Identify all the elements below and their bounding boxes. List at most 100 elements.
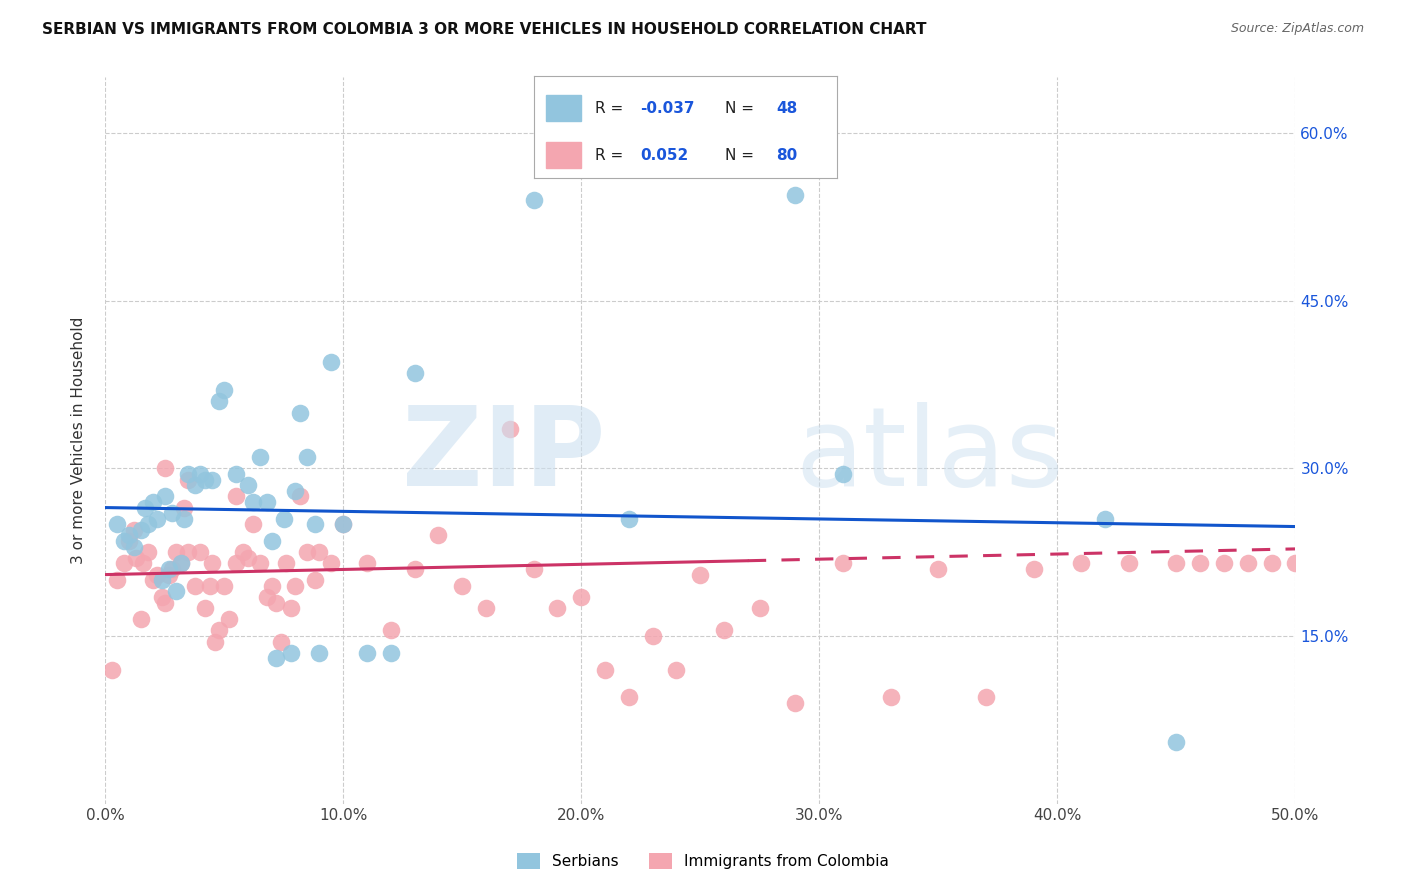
Point bbox=[308, 545, 330, 559]
Point bbox=[266, 595, 288, 609]
Point bbox=[593, 663, 616, 677]
Point bbox=[260, 579, 283, 593]
Point bbox=[832, 467, 855, 481]
Point bbox=[356, 557, 378, 571]
Point bbox=[1094, 512, 1116, 526]
Point bbox=[218, 612, 240, 626]
Text: 0.052: 0.052 bbox=[640, 148, 689, 163]
Point bbox=[142, 495, 165, 509]
Point bbox=[153, 461, 176, 475]
Point bbox=[284, 483, 307, 498]
Point bbox=[170, 557, 193, 571]
Text: SERBIAN VS IMMIGRANTS FROM COLOMBIA 3 OR MORE VEHICLES IN HOUSEHOLD CORRELATION : SERBIAN VS IMMIGRANTS FROM COLOMBIA 3 OR… bbox=[42, 22, 927, 37]
Point bbox=[689, 567, 711, 582]
Point bbox=[201, 557, 224, 571]
Point bbox=[641, 629, 664, 643]
Point bbox=[232, 545, 254, 559]
Point bbox=[546, 601, 568, 615]
Point bbox=[380, 624, 402, 638]
Point bbox=[118, 528, 141, 542]
Point bbox=[270, 634, 292, 648]
Point bbox=[249, 557, 271, 571]
Text: N =: N = bbox=[724, 101, 759, 116]
Point bbox=[188, 467, 211, 481]
Point bbox=[112, 557, 135, 571]
Text: Source: ZipAtlas.com: Source: ZipAtlas.com bbox=[1230, 22, 1364, 36]
Point bbox=[153, 595, 176, 609]
Point bbox=[879, 690, 901, 705]
Point bbox=[136, 545, 159, 559]
Point bbox=[451, 579, 474, 593]
Bar bbox=[547, 95, 581, 121]
Point bbox=[260, 534, 283, 549]
Point bbox=[304, 573, 326, 587]
Point bbox=[125, 550, 148, 565]
Point bbox=[101, 663, 124, 677]
Legend: Serbians, Immigrants from Colombia: Serbians, Immigrants from Colombia bbox=[510, 847, 896, 875]
Point bbox=[1022, 562, 1045, 576]
Point bbox=[132, 557, 155, 571]
Point bbox=[249, 450, 271, 465]
Point bbox=[332, 517, 354, 532]
Point bbox=[150, 590, 173, 604]
Point bbox=[274, 557, 297, 571]
Point bbox=[1166, 557, 1188, 571]
Point bbox=[184, 478, 207, 492]
Point bbox=[122, 540, 145, 554]
Point bbox=[748, 601, 770, 615]
Point bbox=[173, 500, 195, 515]
Point bbox=[105, 573, 128, 587]
Point bbox=[617, 512, 640, 526]
Point bbox=[974, 690, 997, 705]
Point bbox=[380, 646, 402, 660]
Point bbox=[160, 562, 183, 576]
Point bbox=[198, 579, 221, 593]
Point bbox=[225, 467, 247, 481]
Point bbox=[184, 579, 207, 593]
Point bbox=[404, 367, 426, 381]
Point bbox=[170, 557, 193, 571]
Point bbox=[1237, 557, 1260, 571]
Point bbox=[617, 690, 640, 705]
Point bbox=[188, 545, 211, 559]
Point bbox=[112, 534, 135, 549]
Point bbox=[177, 467, 200, 481]
Point bbox=[832, 557, 855, 571]
Point bbox=[332, 517, 354, 532]
Point bbox=[427, 528, 450, 542]
Text: R =: R = bbox=[595, 148, 633, 163]
Text: ZIP: ZIP bbox=[402, 401, 605, 508]
Point bbox=[1260, 557, 1282, 571]
Point bbox=[160, 506, 183, 520]
Point bbox=[242, 517, 264, 532]
Point bbox=[236, 550, 259, 565]
Point bbox=[280, 646, 302, 660]
Point bbox=[194, 601, 217, 615]
Point bbox=[177, 545, 200, 559]
Point bbox=[273, 512, 295, 526]
Point bbox=[785, 187, 807, 202]
Point bbox=[225, 557, 247, 571]
Point bbox=[212, 579, 235, 593]
Point bbox=[1166, 735, 1188, 749]
Point bbox=[297, 545, 319, 559]
Point bbox=[177, 473, 200, 487]
Y-axis label: 3 or more Vehicles in Household: 3 or more Vehicles in Household bbox=[72, 317, 86, 565]
Text: atlas: atlas bbox=[796, 401, 1064, 508]
Point bbox=[321, 557, 343, 571]
Point bbox=[165, 584, 187, 599]
Point bbox=[1284, 557, 1306, 571]
Point bbox=[256, 495, 278, 509]
Point bbox=[290, 406, 312, 420]
Point bbox=[280, 601, 302, 615]
Point bbox=[475, 601, 498, 615]
Point bbox=[927, 562, 949, 576]
Point bbox=[129, 523, 152, 537]
Point bbox=[713, 624, 735, 638]
Point bbox=[1070, 557, 1092, 571]
Point bbox=[1213, 557, 1236, 571]
Point bbox=[129, 612, 152, 626]
Point bbox=[1118, 557, 1140, 571]
Point bbox=[157, 567, 180, 582]
Point bbox=[304, 517, 326, 532]
